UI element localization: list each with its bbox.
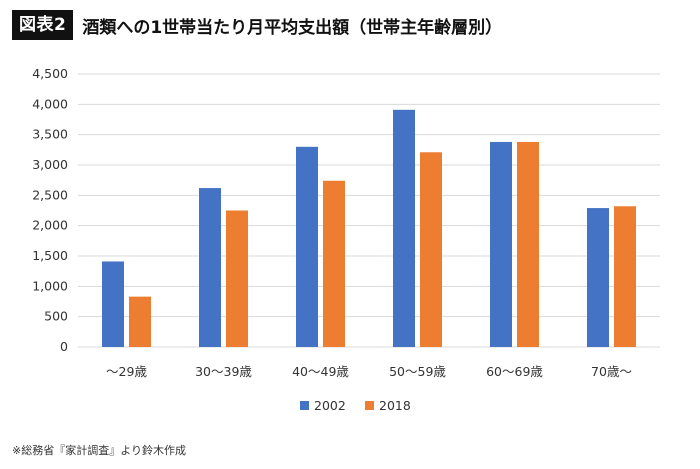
bar-2002 [490,141,512,347]
y-tick-label: 1,000 [32,278,68,293]
y-tick-label: 2,500 [32,187,68,202]
y-tick-label: 2,000 [32,218,68,233]
chart-title: 酒類への1世帯当たり月平均支出額（世帯主年齢層別） [82,17,503,38]
source-note: ※総務省『家計調査』より鈴木作成 [12,444,186,457]
bar-2002 [587,208,609,347]
y-tick-label: 4,500 [32,66,68,81]
legend-label: 2018 [379,398,411,413]
bar-2018 [614,206,636,347]
y-tick-label: 3,500 [32,127,68,142]
y-tick-label: 3,000 [32,157,68,172]
figure-badge: 図表2 [12,10,74,40]
x-tick-label: 30～39歳 [195,364,252,379]
bar-2018 [323,180,345,347]
bar-2002 [102,261,124,347]
bar-2018 [420,152,442,347]
y-tick-label: 500 [44,309,68,324]
bar-2002 [296,146,318,347]
legend-swatch-2018 [365,401,374,410]
y-tick-label: 1,500 [32,248,68,263]
x-tick-label: 60～69歳 [486,364,543,379]
y-tick-label: 0 [60,339,68,354]
bar-2002 [393,109,415,347]
bar-2018 [226,210,248,347]
x-tick-label: 70歳～ [591,364,632,379]
chart-header: 図表2 酒類への1世帯当たり月平均支出額（世帯主年齢層別） [12,10,502,40]
x-tick-label: ～29歳 [106,364,147,379]
bar-2018 [129,296,151,347]
x-tick-label: 50～59歳 [389,364,446,379]
bar-2002 [199,188,221,347]
bar-2018 [517,141,539,347]
y-tick-label: 4,000 [32,96,68,111]
legend-label: 2002 [314,398,346,413]
legend-swatch-2002 [300,401,309,410]
x-tick-label: 40～49歳 [292,364,349,379]
